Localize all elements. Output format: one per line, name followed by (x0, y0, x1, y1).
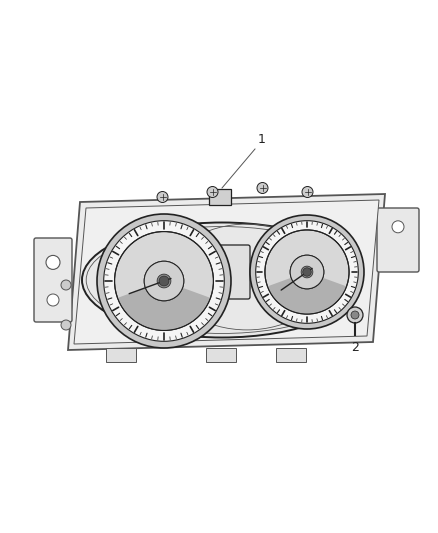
Circle shape (265, 230, 349, 314)
Circle shape (115, 231, 213, 330)
Circle shape (392, 221, 404, 233)
Circle shape (157, 274, 171, 288)
FancyBboxPatch shape (34, 238, 72, 322)
Bar (106, 348, 135, 362)
Text: 1: 1 (258, 133, 266, 146)
Circle shape (47, 294, 59, 306)
Circle shape (157, 191, 168, 203)
Circle shape (301, 266, 313, 278)
Circle shape (290, 255, 324, 289)
Circle shape (303, 268, 311, 276)
Polygon shape (68, 194, 385, 350)
Circle shape (144, 261, 184, 301)
Circle shape (290, 255, 324, 289)
Circle shape (351, 311, 359, 319)
Wedge shape (118, 281, 210, 330)
Circle shape (256, 221, 358, 324)
Circle shape (104, 221, 224, 341)
Circle shape (302, 187, 313, 198)
Ellipse shape (82, 222, 362, 337)
Circle shape (207, 187, 218, 198)
Circle shape (347, 307, 363, 323)
Polygon shape (74, 200, 379, 344)
Circle shape (250, 215, 364, 329)
Circle shape (46, 255, 60, 269)
Circle shape (61, 280, 71, 290)
Circle shape (61, 320, 71, 330)
Bar (209, 189, 231, 205)
Circle shape (257, 182, 268, 193)
Text: 2: 2 (351, 341, 359, 354)
Circle shape (97, 214, 231, 348)
Bar (276, 348, 305, 362)
Bar (205, 348, 236, 362)
FancyBboxPatch shape (186, 245, 250, 299)
FancyBboxPatch shape (377, 208, 419, 272)
Circle shape (144, 261, 184, 301)
Wedge shape (268, 272, 346, 313)
Circle shape (159, 276, 169, 286)
